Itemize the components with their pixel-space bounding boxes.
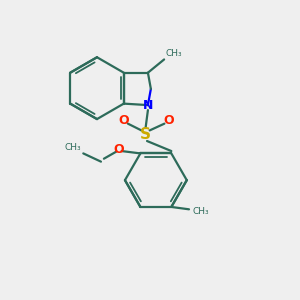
Text: CH₃: CH₃ [193, 207, 209, 216]
Text: CH₃: CH₃ [64, 142, 81, 152]
Text: O: O [113, 143, 124, 156]
Text: S: S [140, 127, 151, 142]
Text: O: O [119, 114, 129, 127]
Text: O: O [163, 114, 173, 127]
Text: CH₃: CH₃ [165, 49, 182, 58]
Text: N: N [143, 99, 153, 112]
